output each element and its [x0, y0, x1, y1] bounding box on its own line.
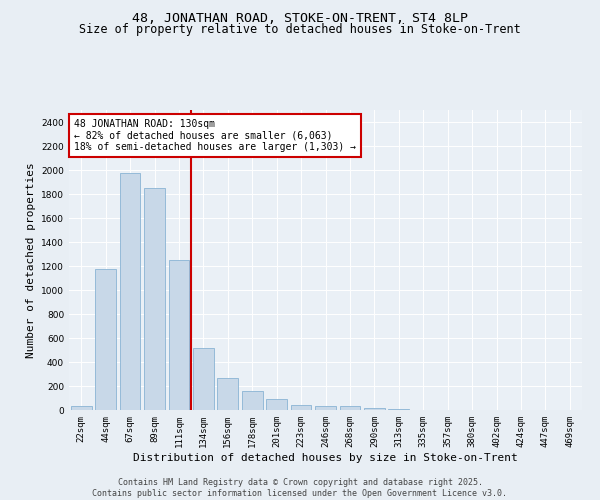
Text: Contains HM Land Registry data © Crown copyright and database right 2025.
Contai: Contains HM Land Registry data © Crown c… — [92, 478, 508, 498]
Bar — [144, 188, 165, 410]
Bar — [364, 408, 385, 410]
Bar — [71, 406, 92, 410]
Bar — [290, 404, 311, 410]
X-axis label: Distribution of detached houses by size in Stoke-on-Trent: Distribution of detached houses by size … — [133, 452, 518, 462]
Bar — [242, 391, 263, 410]
Text: Size of property relative to detached houses in Stoke-on-Trent: Size of property relative to detached ho… — [79, 22, 521, 36]
Text: 48, JONATHAN ROAD, STOKE-ON-TRENT, ST4 8LP: 48, JONATHAN ROAD, STOKE-ON-TRENT, ST4 8… — [132, 12, 468, 26]
Bar — [217, 378, 238, 410]
Y-axis label: Number of detached properties: Number of detached properties — [26, 162, 35, 358]
Bar — [340, 406, 361, 410]
Bar — [169, 260, 190, 410]
Bar — [193, 348, 214, 410]
Bar — [119, 173, 140, 410]
Bar — [315, 406, 336, 410]
Text: 48 JONATHAN ROAD: 130sqm
← 82% of detached houses are smaller (6,063)
18% of sem: 48 JONATHAN ROAD: 130sqm ← 82% of detach… — [74, 119, 356, 152]
Bar — [95, 269, 116, 410]
Bar — [266, 398, 287, 410]
